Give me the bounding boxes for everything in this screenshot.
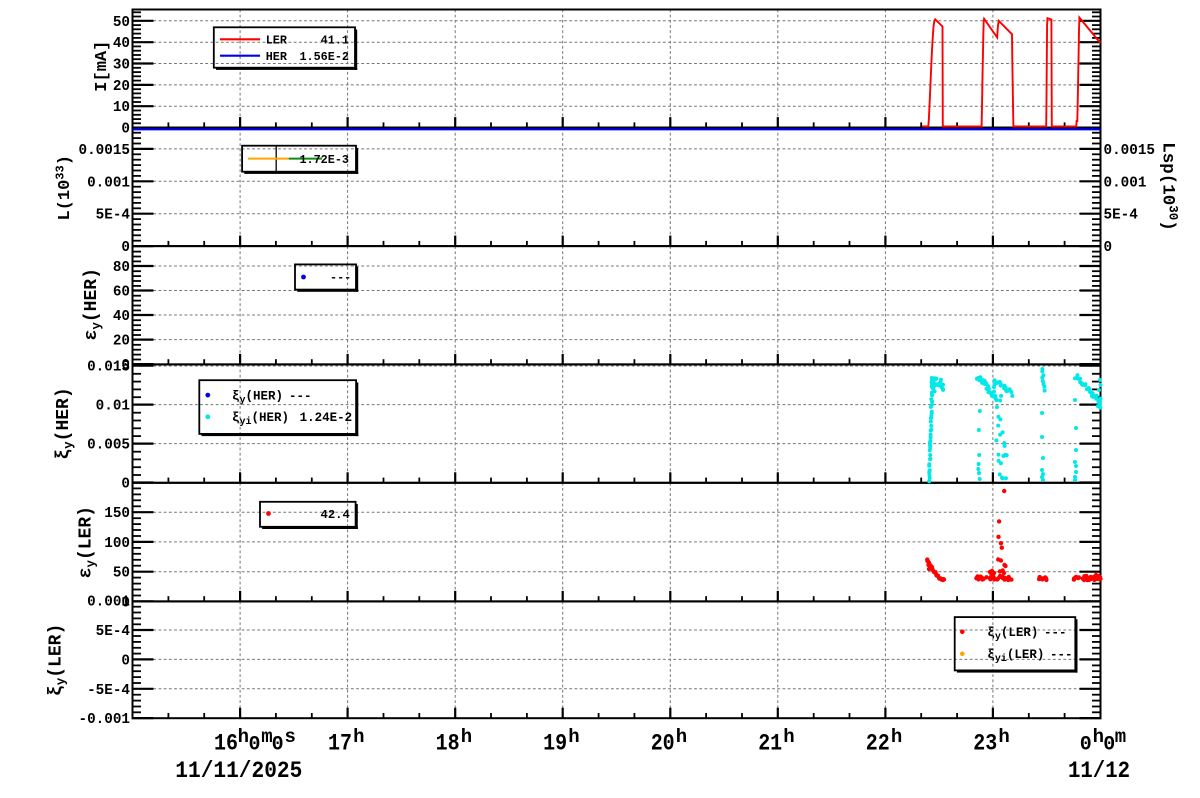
svg-text:0.005: 0.005 bbox=[87, 438, 130, 454]
svg-text:22: 22 bbox=[866, 730, 890, 756]
svg-text:150: 150 bbox=[104, 506, 130, 522]
svg-text:---: --- bbox=[1044, 626, 1067, 640]
svg-text:ξy(LER): ξy(LER) bbox=[47, 624, 69, 696]
svg-text:ξy(HER): ξy(HER) bbox=[54, 387, 76, 459]
svg-text:1.24E-2: 1.24E-2 bbox=[300, 411, 353, 425]
svg-text:16: 16 bbox=[214, 730, 238, 756]
svg-text:-5E-4: -5E-4 bbox=[87, 683, 130, 699]
svg-text:5E-4: 5E-4 bbox=[1104, 208, 1139, 224]
svg-text:εy(HER): εy(HER) bbox=[82, 268, 104, 340]
svg-text:5E-4: 5E-4 bbox=[96, 208, 131, 224]
svg-text:50: 50 bbox=[113, 566, 130, 582]
svg-text:0.0015: 0.0015 bbox=[79, 143, 130, 159]
svg-text:30: 30 bbox=[113, 58, 130, 74]
svg-text:0: 0 bbox=[1103, 733, 1115, 756]
svg-text:11/11/2025: 11/11/2025 bbox=[175, 758, 302, 784]
svg-text:m: m bbox=[1115, 726, 1126, 748]
svg-text:εy(LER): εy(LER) bbox=[77, 506, 99, 578]
svg-text:50: 50 bbox=[113, 15, 130, 31]
svg-text:m: m bbox=[261, 726, 272, 748]
svg-text:0: 0 bbox=[121, 595, 130, 611]
svg-text:HER: HER bbox=[266, 50, 288, 64]
svg-text:0: 0 bbox=[121, 358, 130, 374]
svg-text:20: 20 bbox=[651, 730, 675, 756]
svg-text:0.001: 0.001 bbox=[87, 175, 130, 191]
svg-text:0.01: 0.01 bbox=[96, 399, 130, 415]
svg-text:41.1: 41.1 bbox=[321, 34, 349, 48]
svg-text:-0.001: -0.001 bbox=[79, 712, 130, 728]
svg-text:11/12: 11/12 bbox=[1068, 758, 1130, 784]
svg-text:0: 0 bbox=[249, 733, 261, 756]
svg-text:60: 60 bbox=[113, 285, 130, 301]
svg-text:h: h bbox=[461, 726, 472, 748]
svg-text:I[mA]: I[mA] bbox=[93, 41, 112, 92]
svg-text:20: 20 bbox=[113, 334, 130, 350]
svg-text:h: h bbox=[1093, 726, 1104, 748]
svg-text:h: h bbox=[568, 726, 579, 748]
svg-text:---: --- bbox=[289, 390, 312, 404]
svg-text:h: h bbox=[676, 726, 687, 748]
svg-text:0: 0 bbox=[121, 122, 130, 138]
svg-text:s: s bbox=[285, 726, 296, 748]
svg-text:0: 0 bbox=[121, 240, 130, 256]
svg-text:10: 10 bbox=[113, 100, 130, 116]
svg-text:LER: LER bbox=[266, 34, 288, 48]
svg-text:0: 0 bbox=[121, 477, 130, 493]
svg-text:0: 0 bbox=[272, 733, 284, 756]
svg-text:h: h bbox=[891, 726, 902, 748]
svg-text:1.72E-3: 1.72E-3 bbox=[299, 153, 349, 167]
svg-text:19: 19 bbox=[543, 730, 567, 756]
svg-text:100: 100 bbox=[104, 536, 130, 552]
svg-text:---: --- bbox=[330, 271, 351, 285]
svg-text:18: 18 bbox=[436, 730, 460, 756]
svg-text:---: --- bbox=[1050, 648, 1073, 662]
svg-text:ξy(HER): ξy(HER) bbox=[232, 390, 283, 407]
svg-text:0.001: 0.001 bbox=[1104, 175, 1147, 191]
svg-text:h: h bbox=[998, 726, 1009, 748]
svg-text:0.001: 0.001 bbox=[87, 595, 130, 611]
svg-text:L(1033): L(1033) bbox=[54, 155, 76, 220]
svg-text:20: 20 bbox=[113, 79, 130, 95]
svg-text:40: 40 bbox=[113, 309, 130, 325]
svg-text:42.4: 42.4 bbox=[321, 508, 350, 522]
svg-text:0: 0 bbox=[1080, 733, 1092, 756]
svg-text:17: 17 bbox=[328, 730, 352, 756]
svg-text:ξy(LER): ξy(LER) bbox=[987, 626, 1038, 643]
svg-text:0: 0 bbox=[121, 653, 130, 669]
svg-text:23: 23 bbox=[973, 730, 997, 756]
svg-text:40: 40 bbox=[113, 36, 130, 52]
svg-text:80: 80 bbox=[113, 260, 130, 276]
svg-text:5E-4: 5E-4 bbox=[96, 624, 131, 640]
svg-text:h: h bbox=[238, 726, 249, 748]
svg-text:0.015: 0.015 bbox=[87, 360, 130, 376]
svg-text:0: 0 bbox=[1104, 240, 1113, 256]
svg-text:1.56E-2: 1.56E-2 bbox=[299, 50, 349, 64]
svg-text:h: h bbox=[783, 726, 794, 748]
svg-text:h: h bbox=[353, 726, 364, 748]
svg-text:21: 21 bbox=[758, 730, 782, 756]
svg-text:0.0015: 0.0015 bbox=[1104, 143, 1155, 159]
